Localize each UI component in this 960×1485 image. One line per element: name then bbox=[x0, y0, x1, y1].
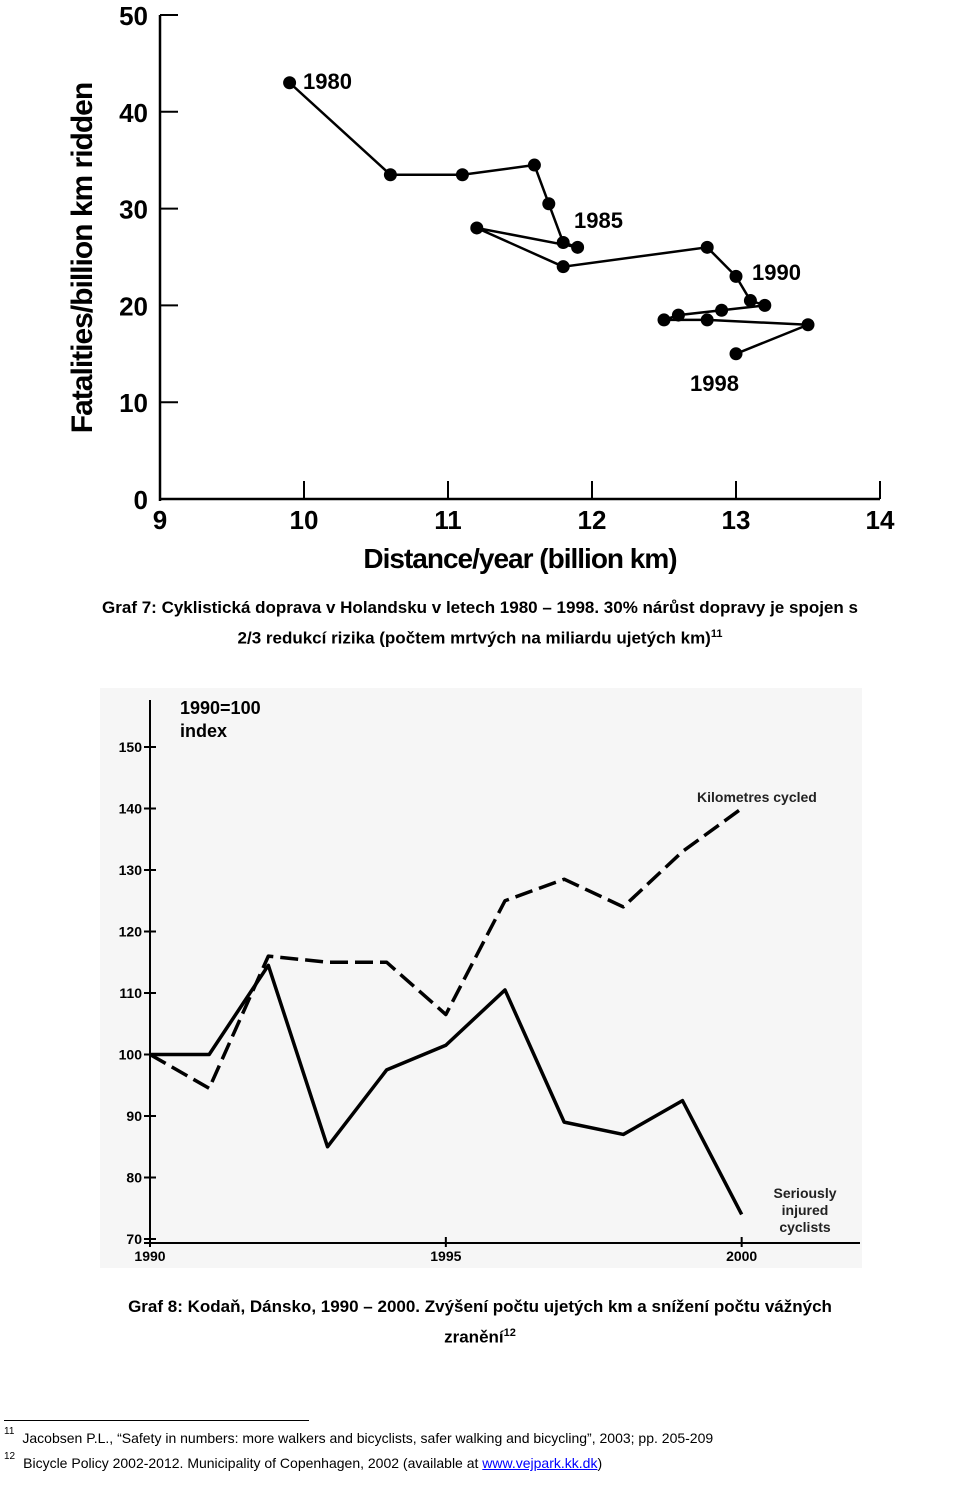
chart1-data-point bbox=[729, 347, 743, 361]
chart1-x-axis-label: Distance/year (billion km) bbox=[363, 543, 676, 574]
chart2-background bbox=[100, 688, 862, 1268]
graf7-caption: Graf 7: Cyklistická doprava v Holandsku … bbox=[0, 594, 960, 652]
km-cycled-label: Kilometres cycled bbox=[697, 789, 817, 805]
chart2-x-tick-label: 1995 bbox=[430, 1248, 461, 1264]
chart1-x-tick-label: 12 bbox=[578, 505, 607, 535]
chart1-x-tick-label: 13 bbox=[722, 505, 751, 535]
chart1-axes bbox=[158, 14, 881, 501]
chart1-data-point bbox=[455, 168, 469, 182]
chart2-y-tick-label: 110 bbox=[119, 985, 142, 1001]
chart2-y-tick-label: 70 bbox=[126, 1231, 142, 1247]
chart2-y-tick-label: 80 bbox=[126, 1170, 142, 1186]
footnote-12-link[interactable]: www.vejpark.kk.dk bbox=[482, 1455, 598, 1471]
chart1-y-axis-label: Fatalities/billion km ridden bbox=[66, 83, 99, 433]
chart1-data-point bbox=[556, 260, 570, 274]
graf8-caption: Graf 8: Kodaň, Dánsko, 1990 – 2000. Zvýš… bbox=[0, 1293, 960, 1351]
graf8-caption-line1: Graf 8: Kodaň, Dánsko, 1990 – 2000. Zvýš… bbox=[128, 1297, 832, 1316]
chart2-y-tick-label: 120 bbox=[119, 924, 143, 940]
footnote-11-text: Jacobsen P.L., “Safety in numbers: more … bbox=[22, 1430, 714, 1446]
chart1-data-point bbox=[657, 313, 671, 327]
chart2-tick-labels: 70 80 90 100 110 120 130 140 150 1990 1995 2000 bbox=[119, 739, 758, 1264]
annotation-1985: 1985 bbox=[574, 208, 623, 233]
annotation-1990: 1990 bbox=[752, 260, 801, 285]
chart1-y-tick-label: 10 bbox=[119, 388, 148, 418]
injured-cyclists-line bbox=[150, 963, 744, 1216]
chart2-y-tick-label: 100 bbox=[119, 1047, 143, 1063]
index-label-line1: 1990=100 bbox=[180, 698, 261, 718]
annotation-1998: 1998 bbox=[690, 371, 739, 396]
injured-label-line2: injured bbox=[782, 1202, 829, 1218]
chart1-data-point bbox=[758, 298, 772, 312]
index-label-line2: index bbox=[180, 721, 227, 741]
chart1-data-point bbox=[571, 240, 585, 254]
graf8-caption-line2: zranění12 bbox=[444, 1327, 516, 1347]
footnote-12-number: 12 bbox=[4, 1451, 16, 1462]
chart1-y-tick-label: 0 bbox=[134, 485, 148, 515]
chart2-series bbox=[149, 807, 744, 1216]
chart2-y-tick-label: 150 bbox=[119, 739, 143, 755]
footnote-12: 12 Bicycle Policy 2002-2012. Municipality… bbox=[4, 1451, 954, 1471]
chart1-data-point bbox=[527, 158, 541, 172]
chart1-x-tick-label: 11 bbox=[434, 505, 462, 535]
chart1-data-point bbox=[700, 313, 714, 327]
chart1-x-tick-label: 10 bbox=[290, 505, 319, 535]
chart2-axes bbox=[144, 700, 860, 1247]
chart2-y-tick-label: 130 bbox=[119, 862, 143, 878]
annotation-1980: 1980 bbox=[303, 69, 352, 94]
chart1-data-point bbox=[801, 318, 815, 332]
graf8-footnote-ref[interactable]: 12 bbox=[503, 1327, 516, 1339]
chart1-data-point bbox=[383, 168, 397, 182]
chart1-series bbox=[283, 76, 815, 361]
footnote-11-number: 11 bbox=[4, 1426, 15, 1437]
chart1-y-tick-label: 20 bbox=[119, 291, 148, 321]
graf7-caption-line2: 2/3 redukcí rizika (počtem mrtvých na mi… bbox=[237, 628, 723, 648]
injured-label-line1: Seriously bbox=[773, 1185, 836, 1201]
chart1-data-point bbox=[283, 76, 297, 90]
chart1-data-point bbox=[671, 308, 685, 322]
chart1-data-point bbox=[700, 240, 714, 254]
chart2-x-tick-label: 2000 bbox=[726, 1248, 757, 1264]
chart2-y-tick-label: 90 bbox=[126, 1108, 142, 1124]
footnote-12-tail: ) bbox=[597, 1455, 603, 1471]
chart1-y-tick-label: 40 bbox=[119, 98, 148, 128]
graf7-caption-line1: Graf 7: Cyklistická doprava v Holandsku … bbox=[102, 598, 858, 617]
chart1-data-point bbox=[470, 221, 484, 235]
chart2-y-tick-label: 140 bbox=[119, 801, 143, 817]
graf7-footnote-ref[interactable]: 11 bbox=[710, 628, 723, 640]
chart1-data-point bbox=[743, 294, 757, 308]
chart1-tick-labels: 0 10 20 30 40 50 9 10 11 12 13 14 bbox=[119, 1, 895, 535]
injured-label-line3: cyclists bbox=[779, 1219, 831, 1235]
chart1-data-point bbox=[556, 235, 570, 249]
footnote-separator bbox=[4, 1420, 309, 1421]
chart1-data-point bbox=[729, 269, 743, 283]
copenhagen-cycling-chart: 70 80 90 100 110 120 130 140 150 1990 1995 2000 199… bbox=[100, 688, 862, 1268]
chart1-data-point bbox=[542, 197, 556, 211]
chart1-data-point bbox=[715, 303, 729, 317]
km-cycled-line bbox=[149, 807, 743, 1091]
chart1-y-tick-label: 50 bbox=[119, 1, 148, 31]
chart1-series-line bbox=[288, 81, 809, 355]
chart1-y-tick-label: 30 bbox=[119, 195, 148, 225]
footnote-12-text: Bicycle Policy 2002-2012. Municipality o… bbox=[23, 1455, 483, 1471]
chart1-x-tick-label: 9 bbox=[153, 505, 167, 535]
netherlands-cycling-chart: 0 10 20 30 40 50 9 10 11 12 13 14 Fatalities/billio… bbox=[66, 1, 895, 574]
chart1-x-tick-label: 14 bbox=[866, 505, 895, 535]
chart2-x-tick-label: 1990 bbox=[134, 1248, 165, 1264]
footnote-11: 11 Jacobsen P.L., “Safety in numbers: mor… bbox=[4, 1426, 954, 1446]
